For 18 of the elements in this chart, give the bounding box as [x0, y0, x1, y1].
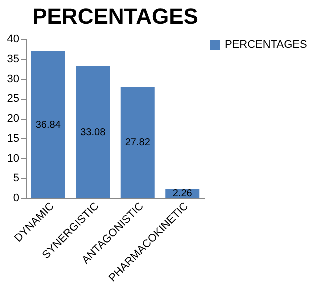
- data-label: 36.84: [36, 120, 62, 131]
- chart-title: PERCENTAGES: [32, 4, 198, 29]
- y-tick-label: 0: [13, 192, 20, 204]
- y-tick-label: 5: [13, 172, 20, 185]
- y-tick-label: 30: [7, 73, 20, 86]
- y-tick-label: 10: [7, 152, 20, 165]
- data-label: 33.08: [80, 127, 106, 138]
- y-tick-label: 15: [7, 132, 20, 145]
- legend-label: PERCENTAGES: [225, 39, 308, 51]
- data-label: 27.82: [125, 138, 151, 149]
- bar: [120, 87, 155, 198]
- y-tick-label: 25: [7, 93, 20, 106]
- y-tick-label: 35: [7, 53, 20, 66]
- bar: [76, 66, 110, 198]
- y-tick-label: 20: [7, 113, 20, 125]
- data-label: 2.26: [172, 188, 193, 200]
- bar: [31, 52, 66, 198]
- y-tick-label: 40: [7, 34, 20, 46]
